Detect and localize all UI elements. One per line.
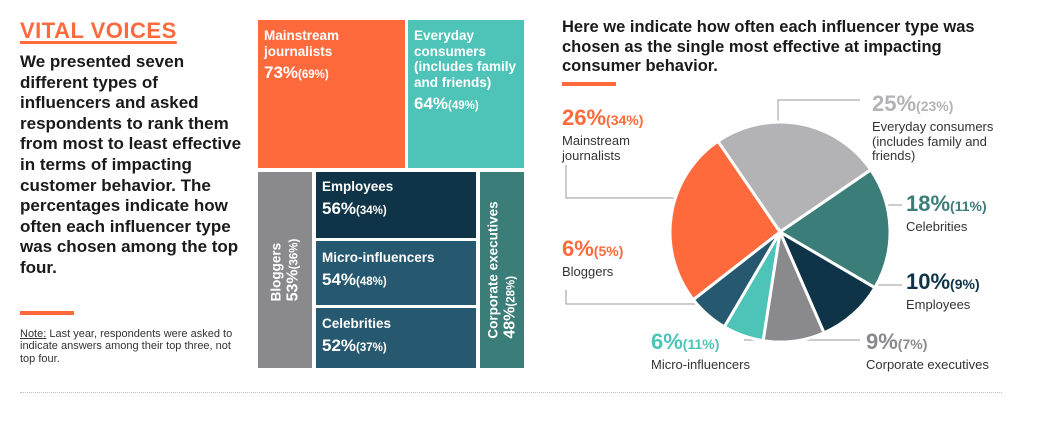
slice-name: Celebrities (906, 219, 968, 234)
pie-label-employees: 10%(9%) Employees (906, 270, 1056, 313)
slice-previous: (11%) (682, 336, 720, 352)
tile-value: 52% (322, 335, 357, 355)
slice-previous: (34%) (606, 112, 644, 128)
slice-previous: (23%) (916, 98, 954, 114)
slice-value: 6% (562, 236, 594, 261)
pie-label-bloggers: 6%(5%) Bloggers (562, 237, 682, 280)
slice-previous: (5%) (593, 243, 624, 259)
slice-value: 10% (906, 269, 951, 294)
pie-slice-mainstream-journalists (668, 139, 783, 302)
tile-value: 73% (264, 63, 299, 82)
tile-label: Mainstream journalists (264, 28, 340, 59)
pie-slice-celebrities (777, 167, 892, 290)
note-text: Last year, respondents were asked to ind… (20, 328, 233, 365)
accent-bar (562, 82, 616, 86)
tile-label: Celebrities (322, 316, 392, 331)
pie-label-micro-influencers: 6%(11%) Micro-influencers (651, 330, 771, 373)
slice-previous: (7%) (897, 336, 928, 352)
slice-name: Mainstream journalists (562, 133, 630, 163)
tile-previous: (48%) (356, 275, 387, 288)
pie-slices (668, 120, 892, 344)
pie-label-corporate-executives: 9%(7%) Corporate executives (866, 330, 1036, 373)
slice-name: Corporate executives (866, 357, 989, 372)
slice-value: 18% (906, 191, 951, 216)
tile-value: 56% (322, 198, 357, 218)
tile-value: 64% (414, 94, 449, 113)
accent-bar (20, 311, 74, 315)
slice-value: 9% (866, 329, 898, 354)
pie-label-celebrities: 18%(11%) Celebrities (906, 192, 1056, 235)
pie-slice-everyday-consumers (715, 120, 873, 235)
tile-previous: (69%) (298, 69, 329, 81)
slice-value: 25% (872, 91, 917, 116)
treemap-tile-micro-influencers: Micro-influencers 54%(48%) (316, 241, 476, 305)
tile-label: Employees (322, 179, 394, 194)
slice-name: Bloggers (562, 264, 614, 279)
treemap-tile-celebrities: Celebrities 52%(37%) (316, 308, 476, 368)
treemap-tile-everyday-consumers: Everyday consumers (includes family and … (408, 20, 524, 168)
tile-previous: (34%) (356, 204, 387, 217)
treemap-tile-mainstream-journalists: Mainstream journalists 73%(69%) (258, 20, 405, 168)
note-label: Note: (20, 328, 47, 340)
page-title: VITAL VOICES (20, 18, 177, 43)
slice-value: 26% (562, 105, 607, 130)
tile-previous: (49%) (448, 100, 479, 112)
intro-text: We presented seven different types of in… (20, 52, 242, 277)
tile-label: Everyday consumers (includes family and … (414, 28, 517, 90)
pie-label-everyday-consumers: 25%(23%) Everyday consumers (includes fa… (872, 92, 1052, 164)
slice-name: Everyday consumers (includes family and … (872, 119, 994, 163)
slice-previous: (9%) (950, 276, 980, 292)
leader-mainstream-journalists (565, 165, 694, 199)
tile-previous: (37%) (356, 341, 387, 354)
treemap-tile-employees: Employees 56%(34%) (316, 172, 476, 238)
divider (20, 392, 1002, 393)
pie-label-mainstream-journalists: 26%(34%) Mainstream journalists (562, 106, 672, 163)
treemap-tile-corporate-executives: Corporate executives 48%(28%) (480, 172, 524, 368)
tile-value: 54% (322, 269, 357, 289)
slice-value: 6% (651, 329, 683, 354)
slice-name: Micro-influencers (651, 357, 750, 372)
pie-heading: Here we indicate how often each influenc… (562, 18, 975, 75)
note: Note: Last year, respondents were asked … (20, 328, 242, 365)
treemap-tile-bloggers: Bloggers 53%(36%) (258, 172, 312, 368)
slice-previous: (11%) (950, 198, 987, 214)
tile-label: Micro-influencers (322, 250, 435, 265)
slice-name: Employees (906, 297, 971, 312)
